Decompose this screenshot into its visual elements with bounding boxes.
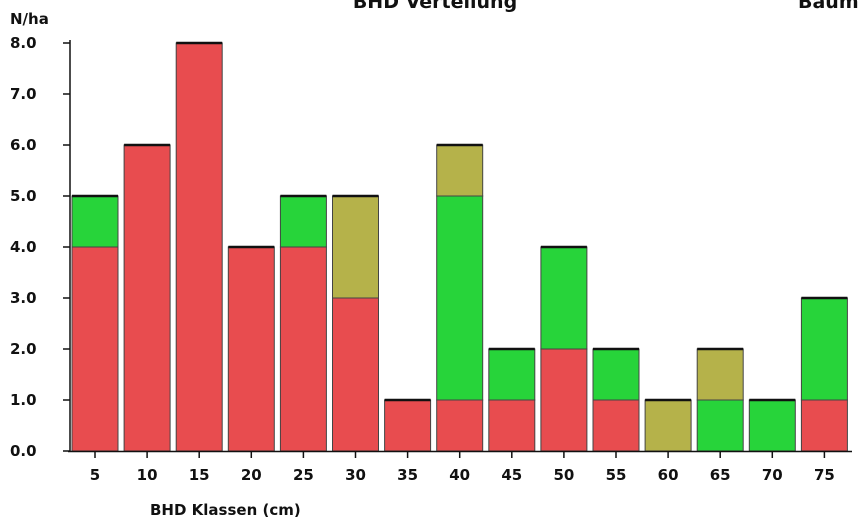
bar-segment — [175, 42, 223, 452]
y-tick-label: 5.0 — [10, 187, 37, 205]
y-tick-label: 8.0 — [10, 34, 37, 52]
bar-segment — [123, 144, 171, 452]
chart-title: BHD Verteilung — [353, 0, 517, 13]
bar-segment — [384, 399, 432, 452]
bar-segment — [540, 348, 588, 452]
x-tick-label: 25 — [293, 466, 314, 484]
x-tick-label: 45 — [501, 466, 522, 484]
y-tick-label: 6.0 — [10, 136, 37, 154]
y-axis-label: N/ha — [10, 10, 49, 28]
x-tick-label: 30 — [345, 466, 366, 484]
bar-segment — [592, 399, 640, 452]
bar-segment — [436, 144, 484, 197]
x-tick-label: 65 — [710, 466, 731, 484]
bar-segment — [696, 348, 744, 401]
x-ticks: 5 10 15 20 25 30 35 40 45 50 55 60 65 70 75 — [90, 451, 835, 484]
bar-segment — [748, 399, 796, 452]
bar-segment — [71, 246, 119, 452]
bar-segment — [227, 246, 275, 452]
y-tick-label: 7.0 — [10, 85, 37, 103]
x-tick-label: 15 — [189, 466, 210, 484]
bar-segment — [488, 348, 536, 401]
bar-segment — [436, 399, 484, 452]
y-tick-label: 0.0 — [10, 442, 37, 460]
chart-title-right: Baum — [798, 0, 859, 13]
x-tick-label: 60 — [658, 466, 679, 484]
x-tick-label: 70 — [762, 466, 783, 484]
bar-segment — [800, 297, 848, 401]
x-tick-label: 20 — [241, 466, 262, 484]
y-tick-label: 3.0 — [10, 289, 37, 307]
y-tick-label: 2.0 — [10, 340, 37, 358]
bar-segment — [488, 399, 536, 452]
bar-segment — [279, 246, 327, 452]
y-tick-label: 4.0 — [10, 238, 37, 256]
bar-segment — [800, 399, 848, 452]
bar-segment — [71, 195, 119, 248]
x-tick-label: 10 — [137, 466, 158, 484]
y-tick-label: 1.0 — [10, 391, 37, 409]
bar-segment — [644, 399, 692, 452]
bar-segment — [540, 246, 588, 350]
bar-segment — [592, 348, 640, 401]
x-tick-label: 35 — [397, 466, 418, 484]
x-tick-label: 55 — [606, 466, 627, 484]
bar-segment — [332, 195, 379, 299]
y-ticks: 0.0 1.0 2.0 3.0 4.0 5.0 6.0 7.0 8.0 — [10, 34, 70, 460]
bar-segment — [332, 297, 379, 452]
x-tick-label: 40 — [449, 466, 470, 484]
bar-segment — [436, 195, 484, 401]
x-tick-label: 5 — [90, 466, 100, 484]
x-tick-label: 50 — [553, 466, 574, 484]
x-axis-label: BHD Klassen (cm) — [150, 501, 301, 519]
x-tick-label: 75 — [814, 466, 835, 484]
bars — [71, 41, 848, 452]
bar-segment — [696, 399, 744, 452]
bar-segment — [279, 195, 327, 248]
